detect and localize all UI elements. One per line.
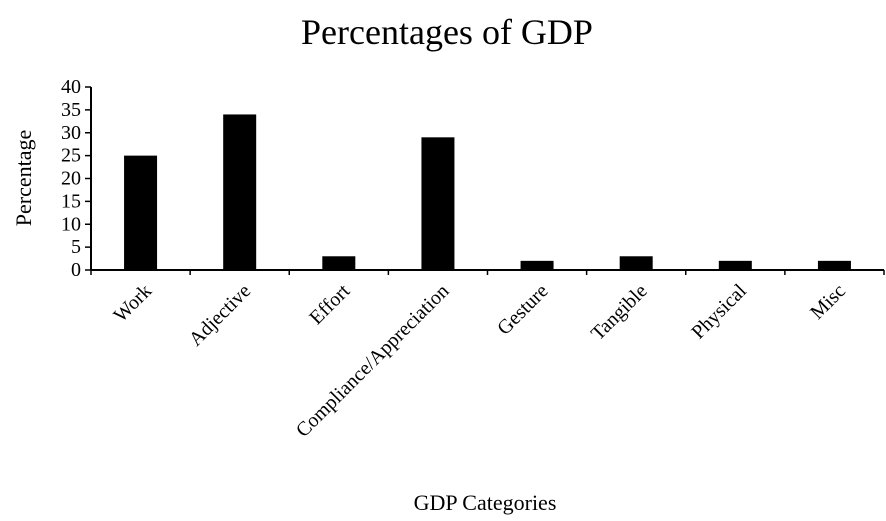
x-axis-title: GDP Categories [414,490,557,515]
x-axis [90,269,885,275]
x-tick-label: Physical [687,280,751,344]
bar-adjective [223,114,257,270]
y-tick-label: 40 [61,76,81,98]
y-axis [85,86,92,271]
x-tick-label: Tangible [587,280,652,345]
bar-work [124,155,158,270]
bar-physical [718,260,752,270]
y-axis-title: Percentage [11,130,36,227]
x-tick-label: Gesture [493,280,553,340]
x-tick-label: Effort [305,280,354,329]
y-tick-label: 25 [61,145,81,167]
bar-misc [817,260,851,270]
x-tick-label: Misc [806,280,850,324]
y-tick-label: 10 [61,213,81,235]
bar-gesture [520,260,554,270]
x-tick-label: Work [109,280,156,327]
y-tick-label: 35 [61,99,81,121]
y-tick-label: 5 [71,236,81,258]
x-tick-label: Adjective [185,280,256,351]
y-tick-label: 0 [71,259,81,281]
y-tick-label: 30 [61,122,81,144]
y-tick-label: 20 [61,168,81,190]
y-tick-label: 15 [61,190,81,212]
bar-compliance-appreciation [421,137,455,270]
chart-title: Percentages of GDP [301,12,593,52]
bar-tangible [619,256,653,270]
bars [124,114,851,270]
bar-effort [322,256,356,270]
x-tick-labels: Work Adjective EffortCompliance/Appreciati… [109,280,850,442]
